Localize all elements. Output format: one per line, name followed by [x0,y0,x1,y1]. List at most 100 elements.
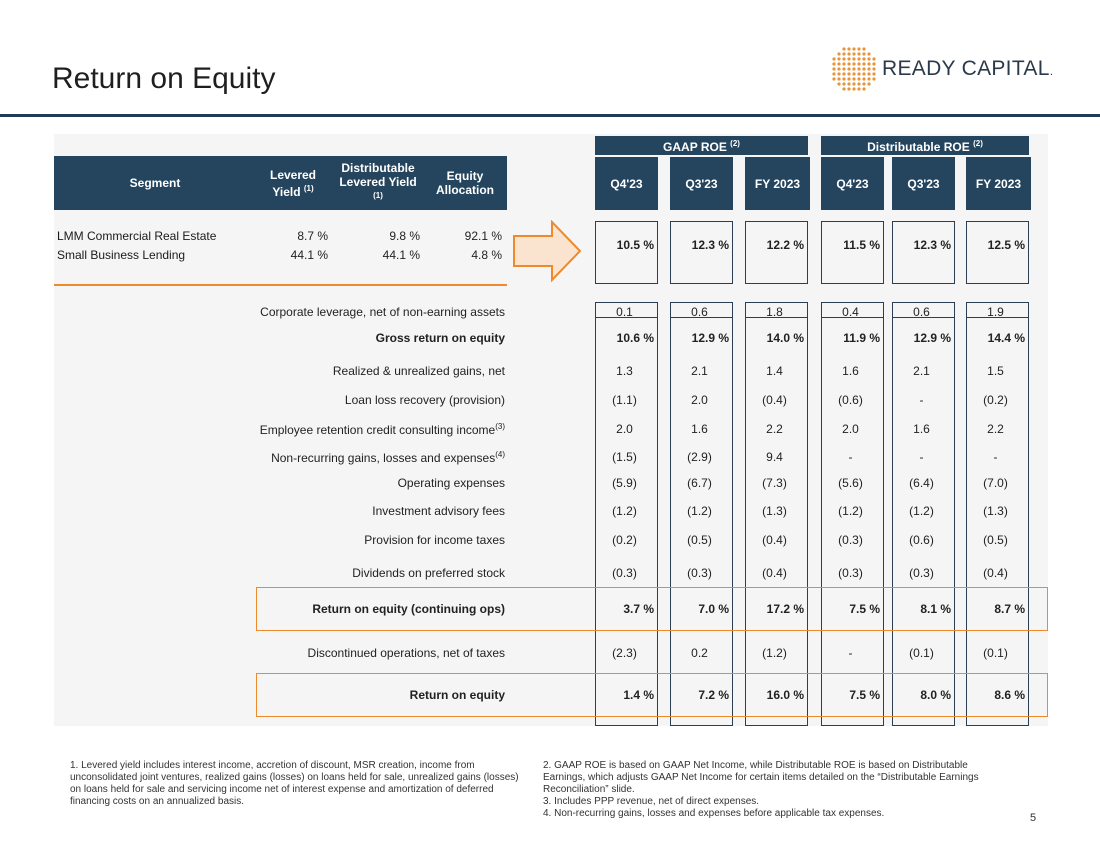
row-value: 2.0 [842,422,859,436]
row-value: (1.1) [612,393,637,407]
logo-dot [857,67,861,71]
logo-dot [862,57,866,61]
segment-roe-value: 12.3 % [913,238,951,252]
row-label-text: Corporate leverage, net of non-earning a… [260,305,505,319]
row-value: (1.3) [983,504,1008,518]
row-label: Corporate leverage, net of non-earning a… [200,305,505,319]
row-label: Investment advisory fees [200,504,505,518]
logo-dot [857,87,861,91]
row-value: (1.2) [762,646,787,660]
row-value: 0.6 [691,305,708,319]
row-label: Operating expenses [200,476,505,490]
row-label-text: Provision for income taxes [364,533,505,547]
row-label: Employee retention credit consulting inc… [200,422,505,437]
logo-dot [872,67,876,71]
logo-dot [857,62,861,66]
row-value: 14.4 % [987,331,1025,345]
row-value: (0.6) [838,393,863,407]
logo-dot [857,52,861,56]
logo-dot [867,82,871,86]
leverage-rule [966,317,1029,318]
logo-dot [847,87,851,91]
logo-dot [852,82,856,86]
logo-dot [867,62,871,66]
footnote: 2. GAAP ROE is based on GAAP Net Income,… [543,760,979,795]
row-label-note: (3) [495,422,505,431]
logo-dot [837,72,841,76]
footnotes-right: 2. GAAP ROE is based on GAAP Net Income,… [543,760,1001,820]
row-value: (0.5) [687,533,712,547]
row-value: (0.1) [983,646,1008,660]
logo-dot [837,77,841,81]
row-value: 7.5 % [849,688,880,702]
segment-row-value: 4.8 % [471,248,502,262]
row-value: (1.2) [687,504,712,518]
logo-dot [852,67,856,71]
row-value: (5.9) [612,476,637,490]
page-number: 5 [1030,812,1037,824]
row-value: - [919,393,924,407]
row-value: (0.3) [909,566,934,580]
logo-dot [842,82,846,86]
logo-dot [847,57,851,61]
row-label: Dividends on preferred stock [200,566,505,580]
logo-dot [852,52,856,56]
logo-dot [842,67,846,71]
row-value: (0.4) [983,566,1008,580]
highlight-return-on-equity [256,673,1048,717]
row-value: (6.4) [909,476,934,490]
row-value: (0.2) [612,533,637,547]
segment-row-value: 92.1 % [464,229,502,243]
row-value: - [993,450,998,464]
row-value: 7.0 % [698,602,729,616]
logo-dot [842,47,846,51]
row-value: (0.3) [838,566,863,580]
logo-dot [872,62,876,66]
row-value: (2.3) [612,646,637,660]
row-value: 12.9 % [913,331,951,345]
logo-dot [857,77,861,81]
row-label-text: Discontinued operations, net of taxes [307,646,505,660]
logo-dot [852,47,856,51]
logo-dot [862,77,866,81]
row-label: Return on equity (continuing ops) [200,602,505,616]
logo-dot [842,62,846,66]
row-value: 3.7 % [623,602,654,616]
row-value: 1.4 % [623,688,654,702]
logo-dot [837,62,841,66]
logo-dot [847,82,851,86]
title-rule [0,114,1100,117]
row-value: (0.3) [612,566,637,580]
row-value: 8.6 % [994,688,1025,702]
row-value: 12.9 % [691,331,729,345]
row-value: 14.0 % [766,331,804,345]
levered-yield-header: Levered Yield (1) [262,156,324,210]
logo-dot [837,67,841,71]
row-label: Non-recurring gains, losses and expenses… [200,450,505,465]
segment-row-value: 44.1 % [290,248,328,262]
leverage-rule [821,317,884,318]
row-value: 2.0 [616,422,633,436]
row-value: 8.7 % [994,602,1025,616]
column-header: Q3'23 [892,157,955,210]
footnotes-left: 1. Levered yield includes interest incom… [70,760,525,808]
row-label-text: Non-recurring gains, losses and expenses [271,451,496,465]
ready-capital-logo-icon [832,47,876,91]
segment-row-value: 9.8 % [389,229,420,243]
segment-roe-value: 10.5 % [616,238,654,252]
logo-dot [847,47,851,51]
row-value: 1.3 [616,364,633,378]
row-value: 1.9 [987,305,1004,319]
footnote: 3. Includes PPP revenue, net of direct e… [543,796,760,807]
logo-dot [857,47,861,51]
segment-roe-box [745,221,808,284]
row-value: 16.0 % [766,688,804,702]
segment-row-label: Small Business Lending [57,248,186,262]
page-title: Return on Equity [52,62,276,95]
logo-dot [857,57,861,61]
row-value: (1.2) [612,504,637,518]
row-value: (1.2) [838,504,863,518]
row-label: Loan loss recovery (provision) [200,393,505,407]
row-value: 1.5 [987,364,1004,378]
row-label-text: Investment advisory fees [372,504,505,518]
